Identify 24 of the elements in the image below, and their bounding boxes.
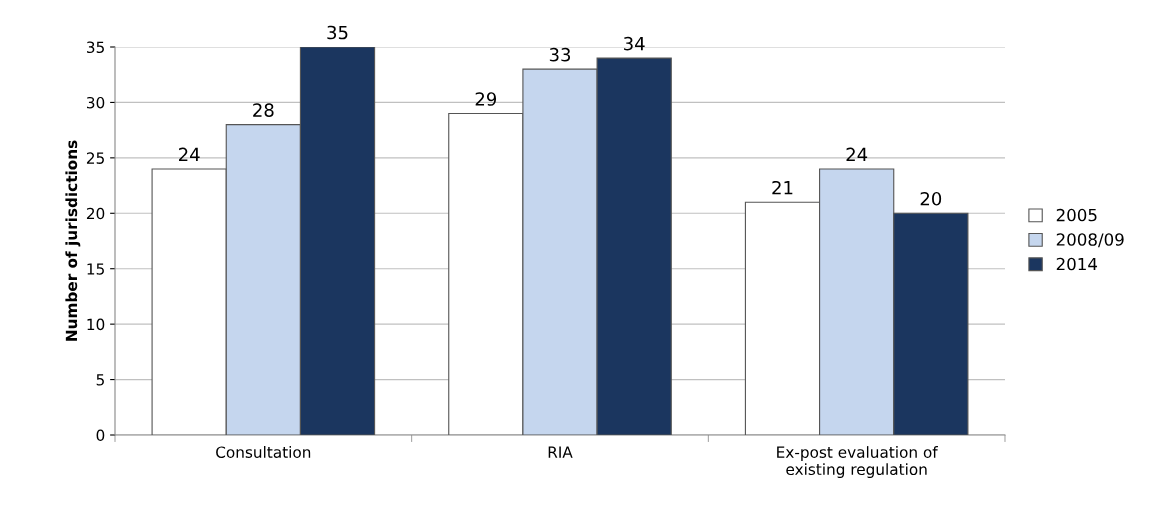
- y-tick-label: 35: [87, 41, 104, 54]
- x-tick-label: RIA: [548, 446, 573, 458]
- y-tick-label: 10: [87, 318, 105, 331]
- y-tick-label: 30: [87, 96, 105, 109]
- y-tick-label: 15: [87, 263, 104, 275]
- y-tick-label: 5: [96, 374, 104, 386]
- data-label: 34: [624, 36, 645, 51]
- data-label: 29: [475, 92, 497, 106]
- y-tick-label: 20: [86, 207, 105, 220]
- y-tick-label: 25: [86, 152, 104, 164]
- legend-label: 2005: [1056, 208, 1097, 222]
- x-tick-label: Consultation: [216, 446, 311, 458]
- data-label: 20: [920, 191, 942, 206]
- y-tick-label: 0: [96, 429, 105, 442]
- data-label: 28: [253, 103, 274, 117]
- x-tick-label: Ex-post evaluation of existing regulation: [777, 446, 938, 478]
- legend-label: 2014: [1056, 257, 1098, 271]
- data-label: 24: [179, 147, 200, 162]
- data-label: 35: [327, 25, 348, 40]
- data-label: 21: [772, 180, 793, 195]
- legend-label: 2008/09: [1056, 233, 1124, 248]
- y-axis-title: Number of jurisdictions: [65, 140, 81, 341]
- data-label: 24: [846, 147, 868, 162]
- data-label: 33: [549, 47, 571, 62]
